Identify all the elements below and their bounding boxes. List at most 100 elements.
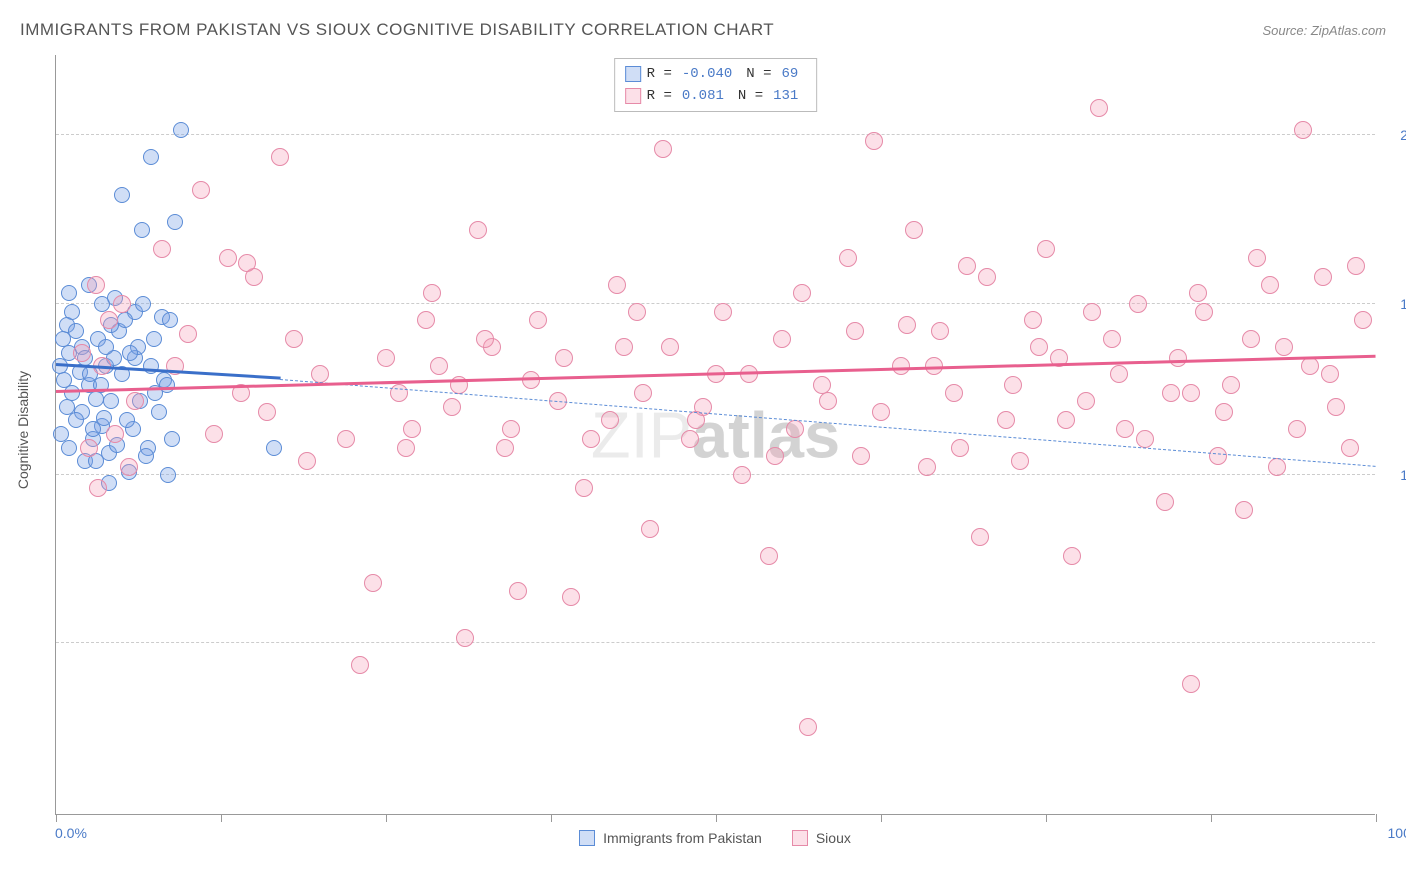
data-point <box>1136 430 1154 448</box>
data-point <box>898 316 916 334</box>
data-point <box>958 257 976 275</box>
data-point <box>582 430 600 448</box>
data-point <box>945 384 963 402</box>
data-point <box>456 629 474 647</box>
data-point <box>126 392 144 410</box>
x-tick <box>1376 814 1377 822</box>
x-tick <box>56 814 57 822</box>
data-point <box>377 349 395 367</box>
data-point <box>337 430 355 448</box>
data-point <box>1248 249 1266 267</box>
data-point <box>1004 376 1022 394</box>
data-point <box>1090 99 1108 117</box>
stat-r-label: R = <box>647 85 672 107</box>
data-point <box>164 431 180 447</box>
y-tick-label: 6.3% <box>1380 635 1406 651</box>
data-point <box>951 439 969 457</box>
data-point <box>799 718 817 736</box>
data-point <box>1024 311 1042 329</box>
data-point <box>978 268 996 286</box>
gridline <box>56 474 1375 475</box>
data-point <box>85 421 101 437</box>
stats-swatch <box>625 66 641 82</box>
gridline <box>56 303 1375 304</box>
data-point <box>641 520 659 538</box>
data-point <box>555 349 573 367</box>
data-point <box>298 452 316 470</box>
data-point <box>119 412 135 428</box>
watermark-text-2: atlas <box>692 398 840 471</box>
data-point <box>654 140 672 158</box>
data-point <box>114 187 130 203</box>
y-tick-label: 18.8% <box>1380 296 1406 312</box>
data-point <box>615 338 633 356</box>
data-point <box>219 249 237 267</box>
data-point <box>1030 338 1048 356</box>
data-point <box>151 404 167 420</box>
data-point <box>1209 447 1227 465</box>
data-point <box>1156 493 1174 511</box>
data-point <box>1063 547 1081 565</box>
data-point <box>852 447 870 465</box>
data-point <box>364 574 382 592</box>
stat-n-label: N = <box>746 63 771 85</box>
data-point <box>1162 384 1180 402</box>
data-point <box>403 420 421 438</box>
data-point <box>496 439 514 457</box>
chart-source: Source: ZipAtlas.com <box>1262 23 1386 38</box>
data-point <box>89 479 107 497</box>
data-point <box>430 357 448 375</box>
data-point <box>417 311 435 329</box>
data-point <box>687 411 705 429</box>
data-point <box>1195 303 1213 321</box>
legend-label: Sioux <box>816 830 851 846</box>
data-point <box>68 412 84 428</box>
data-point <box>397 439 415 457</box>
data-point <box>80 439 98 457</box>
data-point <box>122 345 138 361</box>
stats-row: R = 0.081N =131 <box>625 85 807 107</box>
data-point <box>179 325 197 343</box>
data-point <box>733 466 751 484</box>
data-point <box>469 221 487 239</box>
data-point <box>146 331 162 347</box>
data-point <box>1182 675 1200 693</box>
data-point <box>1341 439 1359 457</box>
data-point <box>205 425 223 443</box>
data-point <box>529 311 547 329</box>
data-point <box>120 458 138 476</box>
data-point <box>1347 257 1365 275</box>
y-tick-label: 25.0% <box>1380 127 1406 143</box>
data-point <box>1057 411 1075 429</box>
data-point <box>61 285 77 301</box>
data-point <box>159 377 175 393</box>
data-point <box>1222 376 1240 394</box>
data-point <box>997 411 1015 429</box>
data-point <box>562 588 580 606</box>
data-point <box>1169 349 1187 367</box>
stats-swatch <box>625 88 641 104</box>
data-point <box>1110 365 1128 383</box>
data-point <box>601 411 619 429</box>
data-point <box>1321 365 1339 383</box>
data-point <box>167 214 183 230</box>
data-point <box>1077 392 1095 410</box>
data-point <box>1215 403 1233 421</box>
data-point <box>103 393 119 409</box>
data-point <box>575 479 593 497</box>
data-point <box>1314 268 1332 286</box>
data-point <box>423 284 441 302</box>
data-point <box>502 420 520 438</box>
data-point <box>87 276 105 294</box>
data-point <box>153 240 171 258</box>
data-point <box>258 403 276 421</box>
data-point <box>1294 121 1312 139</box>
data-point <box>1129 295 1147 313</box>
stat-n-value: 131 <box>769 85 806 107</box>
data-point <box>819 392 837 410</box>
data-point <box>106 425 124 443</box>
data-point <box>1261 276 1279 294</box>
data-point <box>786 420 804 438</box>
data-point <box>1242 330 1260 348</box>
x-axis-max-label: 100.0% <box>1388 825 1406 841</box>
